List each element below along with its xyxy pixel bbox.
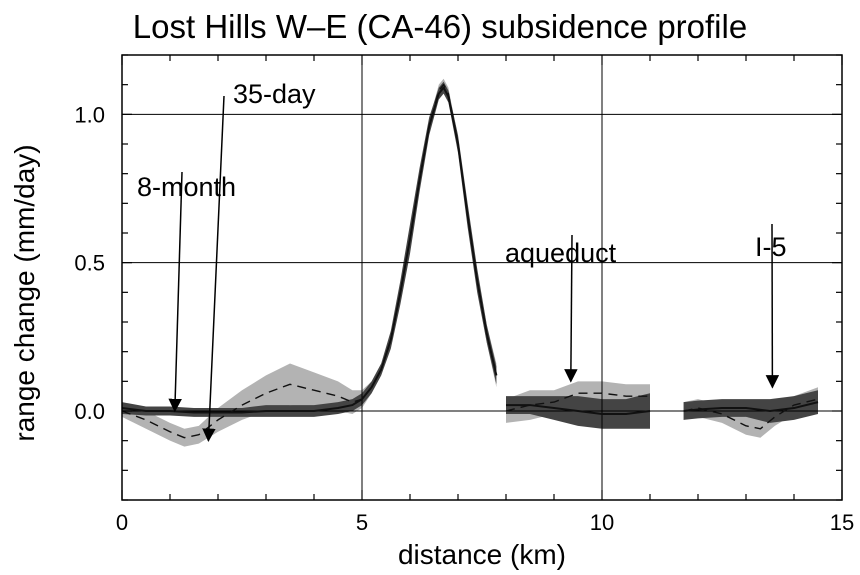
35-day-line-segment-3: [683, 398, 819, 430]
8-month-line-segment-1: [121, 86, 498, 414]
grid-lines: [122, 55, 842, 500]
8-month-line-segment-2: [506, 404, 651, 415]
8-month-band-segment-1: [122, 81, 497, 417]
chart-title: Lost Hills W–E (CA-46) subsidence profil…: [133, 8, 747, 45]
y-tick-label-0.5: 0.5: [74, 251, 105, 276]
annotations: 35-day 8-month aqueduct I-5: [137, 79, 787, 443]
35-day-band-segment-1: [122, 78, 497, 447]
series-lines: [121, 83, 819, 439]
aqueduct-annotation-label: aqueduct: [505, 238, 617, 268]
aqueduct-annotation-arrow: [564, 234, 578, 383]
axis-ticks: 0 5 10 15 0.0 0.5 1.0: [74, 54, 854, 535]
8-month-band-segment-3: [683, 390, 818, 423]
y-axis-label: range change (mm/day): [9, 144, 40, 441]
35-day-annotation-arrow: [202, 95, 225, 443]
8-month-annotation-arrow: [168, 171, 183, 413]
plot-frame: [121, 54, 843, 501]
8-month-line-segment-3: [683, 401, 819, 412]
x-tick-label-10: 10: [590, 510, 614, 535]
y-tick-label-0.0: 0.0: [74, 399, 105, 424]
35-day-annotation-label: 35-day: [233, 79, 316, 109]
x-tick-label-5: 5: [356, 510, 368, 535]
8-month-annotation-label: 8-month: [137, 172, 236, 202]
x-axis-label: distance (km): [398, 539, 566, 570]
i-5-annotation-label: I-5: [755, 232, 787, 262]
35-day-line-segment-2: [505, 392, 650, 412]
x-tick-label-0: 0: [116, 510, 128, 535]
x-tick-label-15: 15: [830, 510, 854, 535]
y-tick-label-1.0: 1.0: [74, 102, 105, 127]
